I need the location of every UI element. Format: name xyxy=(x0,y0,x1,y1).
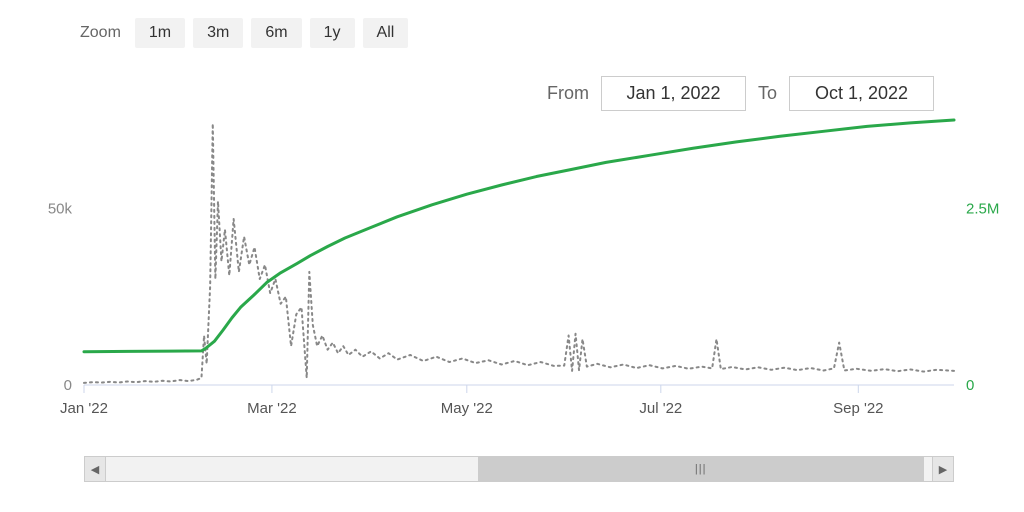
chart-root: Zoom 1m 3m 6m 1y All From To Jan '22Mar … xyxy=(0,0,1024,512)
x-tick-label: Jul '22 xyxy=(639,400,682,417)
zoom-toolbar: Zoom 1m 3m 6m 1y All xyxy=(80,18,408,48)
zoom-btn-1m[interactable]: 1m xyxy=(135,18,185,48)
to-label: To xyxy=(758,83,777,104)
from-label: From xyxy=(547,83,589,104)
zoom-btn-3m[interactable]: 3m xyxy=(193,18,243,48)
series-daily xyxy=(84,124,954,383)
zoom-btn-6m[interactable]: 6m xyxy=(251,18,301,48)
date-range-row: From To xyxy=(547,76,934,111)
y-left-tick-label: 0 xyxy=(64,377,72,394)
plot-area[interactable]: Jan '22Mar '22May '22Jul '22Sep '22050k0… xyxy=(84,120,954,385)
triangle-right-icon: ▶ xyxy=(939,463,947,476)
x-tick-label: May '22 xyxy=(441,400,493,417)
navigator: ◀ ||| ▶ xyxy=(84,456,954,482)
navigator-left-button[interactable]: ◀ xyxy=(84,456,106,482)
x-tick-label: Mar '22 xyxy=(247,400,297,417)
zoom-label: Zoom xyxy=(80,24,121,42)
from-date-input[interactable] xyxy=(601,76,746,111)
x-tick-label: Sep '22 xyxy=(833,400,883,417)
y-left-tick-label: 50k xyxy=(48,200,73,217)
x-tick-label: Jan '22 xyxy=(60,400,108,417)
zoom-btn-all[interactable]: All xyxy=(363,18,409,48)
navigator-track[interactable]: ||| xyxy=(106,456,932,482)
plot-svg: Jan '22Mar '22May '22Jul '22Sep '22050k0… xyxy=(84,120,954,385)
navigator-right-button[interactable]: ▶ xyxy=(932,456,954,482)
y-right-tick-label: 0 xyxy=(966,377,974,394)
grip-icon: ||| xyxy=(695,463,707,475)
y-right-tick-label: 2.5M xyxy=(966,200,999,217)
navigator-thumb[interactable]: ||| xyxy=(478,457,924,481)
to-date-input[interactable] xyxy=(789,76,934,111)
triangle-left-icon: ◀ xyxy=(91,463,99,476)
zoom-btn-1y[interactable]: 1y xyxy=(310,18,355,48)
